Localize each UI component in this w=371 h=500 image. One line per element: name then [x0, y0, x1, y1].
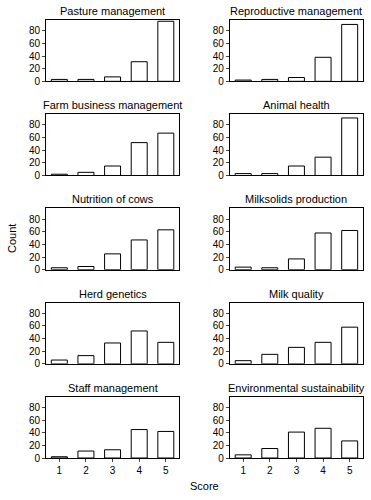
svg-text:80: 80	[213, 402, 225, 413]
svg-text:40: 40	[213, 333, 225, 344]
svg-text:20: 20	[29, 157, 41, 168]
svg-text:0: 0	[218, 76, 224, 87]
svg-text:0: 0	[218, 170, 224, 181]
svg-text:5: 5	[163, 465, 169, 476]
svg-text:80: 80	[29, 402, 41, 413]
svg-text:Pasture management: Pasture management	[60, 5, 165, 17]
svg-text:0: 0	[218, 358, 224, 369]
svg-text:20: 20	[213, 440, 225, 451]
svg-text:0: 0	[218, 264, 224, 275]
svg-text:20: 20	[29, 440, 41, 451]
svg-text:1: 1	[57, 465, 63, 476]
svg-text:Reproductive management: Reproductive management	[230, 5, 362, 17]
svg-text:60: 60	[29, 132, 41, 143]
svg-text:40: 40	[29, 145, 41, 156]
svg-text:40: 40	[213, 427, 225, 438]
svg-text:60: 60	[29, 226, 41, 237]
svg-text:20: 20	[29, 346, 41, 357]
svg-text:4: 4	[136, 465, 142, 476]
svg-text:20: 20	[29, 252, 41, 263]
svg-text:80: 80	[29, 308, 41, 319]
svg-text:0: 0	[34, 264, 40, 275]
svg-text:80: 80	[213, 308, 225, 319]
svg-text:Milksolids production: Milksolids production	[245, 193, 347, 205]
svg-text:80: 80	[29, 25, 41, 36]
svg-text:0: 0	[34, 170, 40, 181]
svg-text:0: 0	[34, 358, 40, 369]
svg-text:20: 20	[213, 252, 225, 263]
svg-text:80: 80	[213, 214, 225, 225]
svg-text:60: 60	[29, 415, 41, 426]
svg-text:Environmental sustainability: Environmental sustainability	[228, 382, 365, 394]
svg-text:60: 60	[213, 226, 225, 237]
svg-text:80: 80	[213, 25, 225, 36]
svg-text:Animal health: Animal health	[263, 99, 330, 111]
svg-text:60: 60	[29, 320, 41, 331]
svg-text:80: 80	[29, 214, 41, 225]
svg-text:20: 20	[213, 346, 225, 357]
svg-text:Count: Count	[6, 224, 18, 253]
svg-text:40: 40	[29, 51, 41, 62]
svg-text:Nutrition of cows: Nutrition of cows	[72, 193, 154, 205]
svg-text:60: 60	[213, 415, 225, 426]
svg-text:4: 4	[320, 465, 326, 476]
svg-text:Score: Score	[190, 480, 219, 492]
svg-text:40: 40	[29, 239, 41, 250]
svg-text:Milk quality: Milk quality	[269, 288, 324, 300]
svg-text:80: 80	[29, 119, 41, 130]
svg-text:0: 0	[34, 453, 40, 464]
svg-text:60: 60	[29, 38, 41, 49]
svg-text:20: 20	[29, 63, 41, 74]
svg-text:Staff management: Staff management	[68, 382, 158, 394]
svg-text:0: 0	[34, 76, 40, 87]
svg-text:0: 0	[218, 453, 224, 464]
svg-text:80: 80	[213, 119, 225, 130]
svg-text:2: 2	[267, 465, 273, 476]
svg-text:40: 40	[29, 333, 41, 344]
svg-text:Farm business management: Farm business management	[43, 99, 182, 111]
svg-text:60: 60	[213, 38, 225, 49]
svg-text:20: 20	[213, 63, 225, 74]
svg-text:1: 1	[240, 465, 246, 476]
svg-text:60: 60	[213, 132, 225, 143]
svg-text:3: 3	[110, 465, 116, 476]
svg-text:40: 40	[213, 145, 225, 156]
svg-text:40: 40	[213, 51, 225, 62]
svg-text:Herd genetics: Herd genetics	[79, 288, 147, 300]
svg-text:40: 40	[213, 239, 225, 250]
svg-text:3: 3	[294, 465, 300, 476]
svg-text:60: 60	[213, 320, 225, 331]
svg-text:5: 5	[347, 465, 353, 476]
svg-text:40: 40	[29, 427, 41, 438]
svg-text:20: 20	[213, 157, 225, 168]
svg-text:2: 2	[83, 465, 89, 476]
